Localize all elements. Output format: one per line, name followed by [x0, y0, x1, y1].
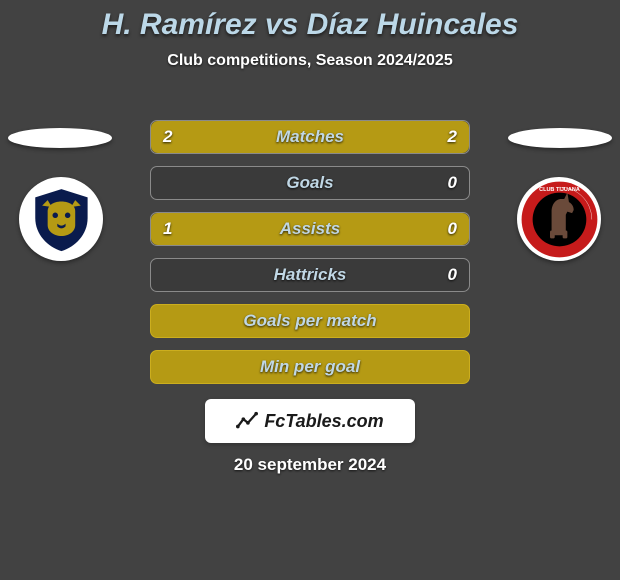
stat-label: Hattricks: [274, 265, 347, 285]
stat-label: Assists: [280, 219, 340, 239]
stat-row: Assists 1 0: [150, 212, 470, 246]
team-left-badge: [19, 177, 103, 261]
stat-value-right: 0: [448, 265, 457, 285]
stat-label: Min per goal: [260, 357, 360, 377]
stat-value-left: 1: [163, 219, 172, 239]
stat-row: Min per goal: [150, 350, 470, 384]
stat-row: Goals 0: [150, 166, 470, 200]
player-left-photo: [8, 128, 112, 148]
stat-value-left: 2: [163, 127, 172, 147]
puma-shield-icon: [27, 185, 96, 254]
team-right-badge: CLUB TIJUANA: [517, 177, 601, 261]
watermark-badge: FcTables.com: [205, 399, 415, 443]
stat-value-right: 0: [448, 219, 457, 239]
stat-row: Matches 2 2: [150, 120, 470, 154]
page-title: H. Ramírez vs Díaz Huincales: [0, 0, 620, 42]
stat-label: Goals per match: [243, 311, 376, 331]
watermark-text: FcTables.com: [264, 411, 383, 432]
stat-value-right: 2: [448, 127, 457, 147]
svg-text:CLUB TIJUANA: CLUB TIJUANA: [539, 187, 580, 193]
stat-row: Goals per match: [150, 304, 470, 338]
date-text: 20 september 2024: [0, 455, 620, 475]
stat-value-right: 0: [448, 173, 457, 193]
stat-row: Hattricks 0: [150, 258, 470, 292]
stats-container: Matches22Goals0Assists10Hattricks0Goals …: [150, 120, 470, 384]
xolo-badge-icon: CLUB TIJUANA: [520, 180, 599, 259]
stat-label: Goals: [286, 173, 333, 193]
player-right-photo: [508, 128, 612, 148]
chart-icon: [236, 410, 258, 432]
stat-label: Matches: [276, 127, 344, 147]
subtitle: Club competitions, Season 2024/2025: [0, 52, 620, 70]
